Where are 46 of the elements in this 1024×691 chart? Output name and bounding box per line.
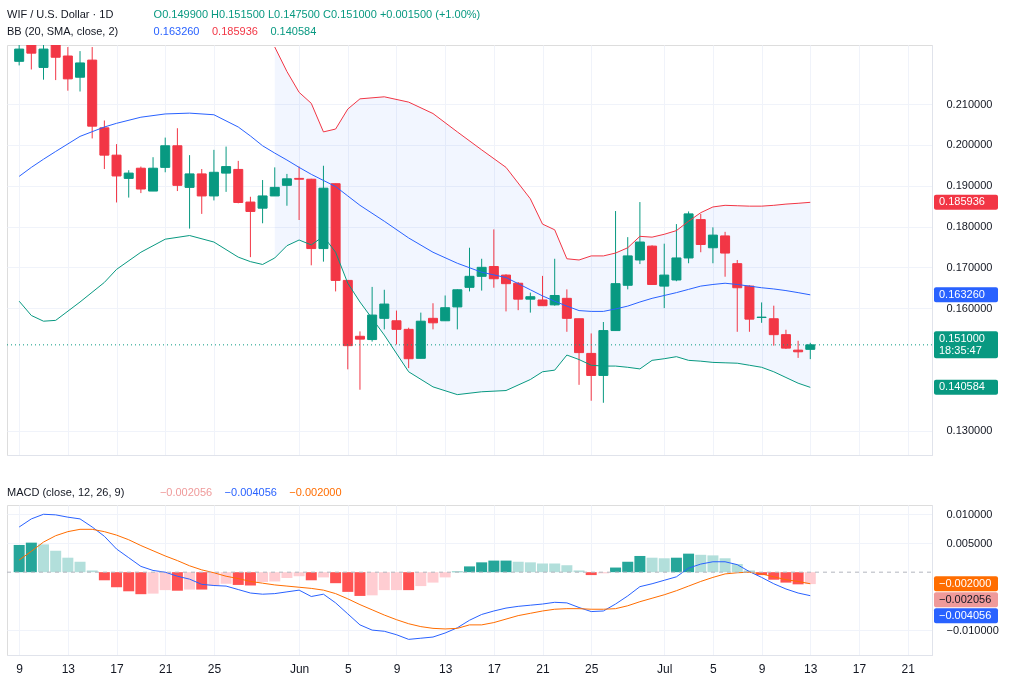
x-tick-label: 9 xyxy=(758,661,766,676)
y-tick-label: −0.010000 xyxy=(946,623,999,636)
ref-line-label: 0.151000 xyxy=(939,331,985,344)
text: −0.002056 xyxy=(159,486,213,498)
x-tick-label: 13 xyxy=(804,661,818,676)
y-tick-label: 0.190000 xyxy=(946,179,993,192)
text: −0.004056 xyxy=(939,608,992,621)
x-tick-label: 21 xyxy=(536,661,551,676)
chart-subtitle: BB (20, SMA, close, 2) xyxy=(7,25,119,37)
y-tick-label: 0.160000 xyxy=(946,301,993,314)
x-tick-label: Jul xyxy=(657,661,673,676)
series-label: 0.185936 xyxy=(212,25,258,37)
text: −0.002056 xyxy=(939,592,992,605)
text: 0.163260 xyxy=(939,287,985,300)
chart-title: WIF / U.S. Dollar · 1D xyxy=(7,8,114,20)
text: 18:35:47 xyxy=(939,343,982,356)
y-tick-label: 0.010000 xyxy=(946,507,993,520)
x-tick-label: 5 xyxy=(344,661,352,676)
x-tick-label: 13 xyxy=(438,661,453,676)
text: O0.149900 H0.151500 L0.147500 C0.151000 +0.001500 (+1.00%) xyxy=(153,8,481,20)
chart-title: MACD (close, 12, 26, 9) xyxy=(7,486,125,498)
text: 0.140584 xyxy=(270,25,317,37)
x-tick-label: 21 xyxy=(901,661,916,676)
x-tick-label: Jun xyxy=(289,661,310,676)
text: 0.185936 xyxy=(939,195,985,208)
x-tick-label: 17 xyxy=(487,661,502,676)
y-tick-label: 0.180000 xyxy=(946,220,993,233)
x-tick-label: 5 xyxy=(710,661,718,676)
x-tick-label: 9 xyxy=(393,661,401,676)
y-tick-label: 0.210000 xyxy=(946,97,993,110)
x-tick-label: 9 xyxy=(16,661,24,676)
x-tick-label: 13 xyxy=(61,661,76,676)
x-tick-label: 17 xyxy=(110,661,125,676)
y-tick-label: 0.170000 xyxy=(946,260,993,273)
text: 0.163260 xyxy=(153,25,200,37)
x-tick-label: 21 xyxy=(159,661,173,676)
x-tick-label: 25 xyxy=(585,661,599,676)
text: −0.002000 xyxy=(939,576,992,589)
text: −0.002000 xyxy=(289,486,342,498)
text: 0.140584 xyxy=(939,380,985,393)
x-tick-label: 17 xyxy=(852,661,867,676)
x-tick-label: 25 xyxy=(207,661,222,676)
y-tick-label: 0.200000 xyxy=(946,138,993,151)
y-tick-label: 0.005000 xyxy=(946,536,993,549)
text: −0.004056 xyxy=(224,486,277,498)
y-tick-label: 0.130000 xyxy=(946,424,993,437)
